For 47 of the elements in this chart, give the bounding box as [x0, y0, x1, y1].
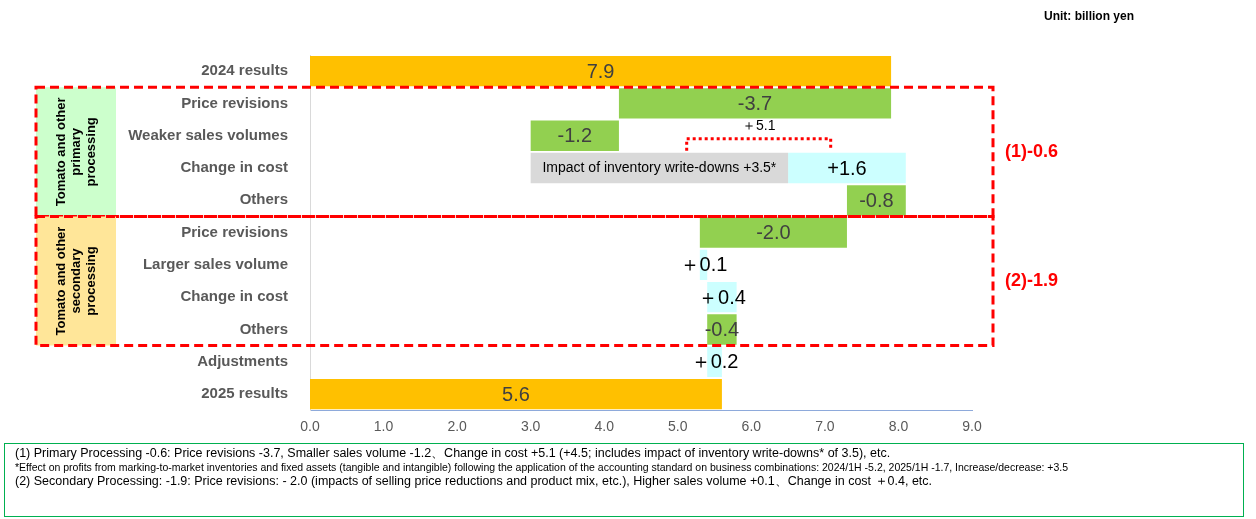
y-tick-label: Price revisions [181, 93, 288, 111]
text: Tomato and other primary processing [52, 97, 98, 207]
data-label: -2.0 [756, 221, 791, 244]
data-label: ＋0.2 [690, 350, 739, 373]
bar [618, 88, 892, 119]
data-label: -0.8 [859, 188, 894, 211]
x-tick-label: 3.0 [520, 418, 541, 435]
data-label: ＋0.4 [698, 285, 746, 308]
text: (1)-0.6 [1005, 140, 1059, 161]
annotation: ＋5.1 [741, 116, 776, 133]
bar [788, 152, 906, 184]
x-tick-label: 0.0 [300, 418, 320, 435]
y-tick-label: Change in cost [180, 287, 288, 305]
y-tick-label: Price revisions [181, 222, 288, 240]
y-tick-label: 2024 results [201, 61, 288, 79]
x-tick-label: 1.0 [373, 418, 394, 435]
y-tick-label: Weaker sales volumes [128, 125, 288, 143]
data-label: 5.6 [502, 382, 530, 405]
text: Tomato and other secondary processing [52, 226, 98, 336]
y-tick-label: Adjustments [197, 351, 288, 369]
y-tick-label: 2025 results [201, 384, 288, 402]
x-tick-label: 9.0 [962, 418, 982, 435]
data-label: ＋0.1 [679, 253, 728, 276]
bar [699, 217, 847, 248]
y-tick-label: Others [239, 319, 288, 337]
data-label: +1.6 [827, 156, 867, 179]
y-tick-label: Larger sales volume [142, 255, 288, 273]
x-tick-label: 7.0 [815, 418, 835, 435]
data-label: -1.2 [557, 124, 593, 147]
x-tick-label: 4.0 [594, 418, 615, 435]
y-tick-label: Change in cost [180, 158, 288, 176]
x-tick-label: 8.0 [888, 418, 909, 435]
data-label: 7.9 [586, 59, 615, 82]
x-tick-label: 5.0 [668, 418, 688, 435]
x-tick-label: 6.0 [741, 418, 762, 435]
text: (2) Secondary Processing: -1.9: Price revisions: - 2.0 (impacts of selling price reductions and product mix, etc.), Higher sales volume +0.1、Change in cost ＋0.4, etc. [15, 474, 934, 489]
text: (2)-1.9 [1005, 270, 1059, 291]
y-tick-label: Others [239, 190, 288, 208]
data-label: Impact of inventory write-downs +3.5* [542, 158, 777, 175]
bar [310, 55, 892, 87]
bar [310, 378, 722, 410]
data-label: -3.7 [737, 91, 773, 114]
text: (1) Primary Processing -0.6: Price revisions -3.7, Smaller sales volume -1.2、Change in cost +5.1 (+4.5; includes impact of inventory write-downs* of 3.5), etc. [15, 446, 892, 461]
x-tick-label: 2.0 [447, 418, 468, 435]
bar [530, 120, 619, 151]
text: *Effect on profits from marking-to-market inventories and fixed assets (tangible and intangible) following the application of the accounting standard on business combinations: 2024/1H -5.2, 2025/1H -1.7, Increase/decrease: +3.5 [15, 461, 1070, 474]
text: Unit: billion yen [1044, 9, 1134, 24]
